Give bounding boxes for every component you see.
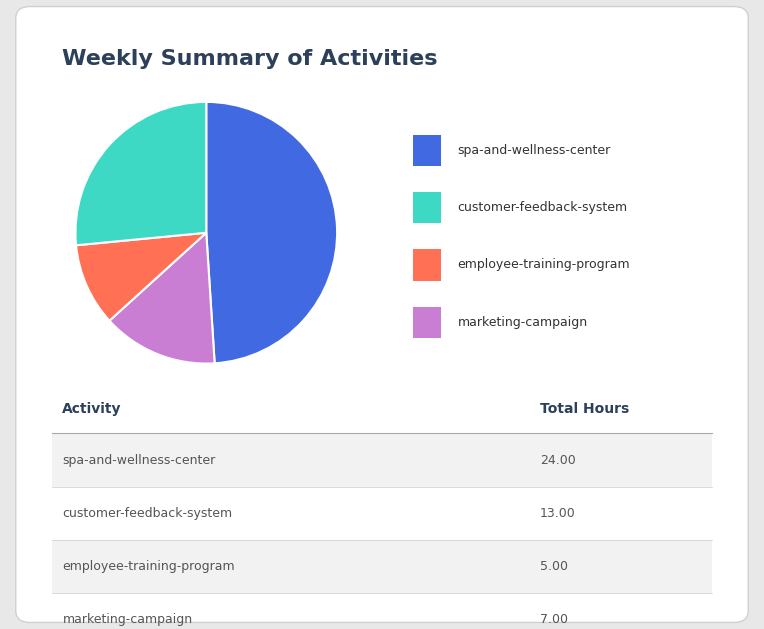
- Text: spa-and-wellness-center: spa-and-wellness-center: [63, 454, 215, 467]
- Bar: [413, 192, 442, 223]
- Text: spa-and-wellness-center: spa-and-wellness-center: [458, 144, 610, 157]
- FancyBboxPatch shape: [16, 6, 748, 623]
- Text: employee-training-program: employee-training-program: [63, 560, 235, 573]
- Text: 13.00: 13.00: [540, 507, 576, 520]
- Bar: [52, 540, 712, 593]
- Text: customer-feedback-system: customer-feedback-system: [63, 507, 232, 520]
- Text: 5.00: 5.00: [540, 560, 568, 573]
- Text: Total Hours: Total Hours: [540, 402, 630, 416]
- Bar: [413, 307, 442, 338]
- Text: Weekly Summary of Activities: Weekly Summary of Activities: [63, 49, 438, 69]
- Bar: [52, 487, 712, 540]
- Bar: [413, 135, 442, 166]
- Text: 7.00: 7.00: [540, 613, 568, 626]
- Text: Activity: Activity: [63, 402, 122, 416]
- Text: 24.00: 24.00: [540, 454, 576, 467]
- Wedge shape: [76, 233, 206, 321]
- Wedge shape: [76, 102, 206, 245]
- Text: employee-training-program: employee-training-program: [458, 259, 630, 272]
- Bar: [413, 250, 442, 281]
- Text: marketing-campaign: marketing-campaign: [458, 316, 588, 329]
- Text: marketing-campaign: marketing-campaign: [63, 613, 193, 626]
- Text: customer-feedback-system: customer-feedback-system: [458, 201, 627, 214]
- Bar: [52, 593, 712, 629]
- Wedge shape: [109, 233, 215, 364]
- Bar: [52, 433, 712, 487]
- Wedge shape: [206, 102, 337, 364]
